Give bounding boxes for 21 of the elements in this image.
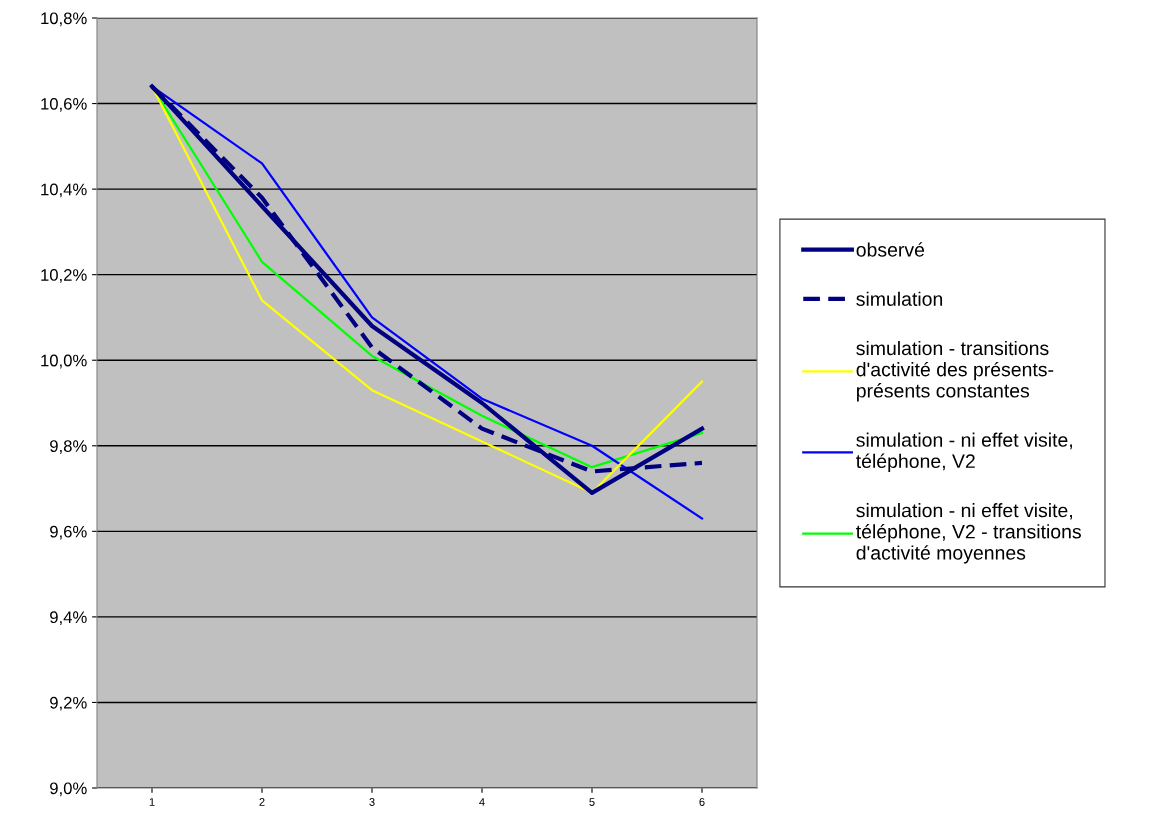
y-tick-label: 10,8% [41, 12, 87, 27]
x-tick-label: 1 [149, 798, 155, 806]
legend-label: simulation - ni effet visite, téléphone, V2 [856, 432, 1072, 472]
y-tick-label: 10,2% [41, 269, 87, 283]
y-tick-label: 10,6% [41, 97, 87, 112]
legend-label: observé [856, 242, 925, 257]
x-tick-label: 2 [259, 798, 265, 806]
y-tick-label: 10,4% [41, 183, 87, 198]
y-tick-label: 9,2% [50, 696, 87, 711]
legend-label: simulation - transitions d'activité des présents- présents constantes [856, 340, 1054, 402]
y-tick-label: 9,0% [50, 782, 87, 797]
y-tick-label: 9,6% [50, 525, 87, 540]
legend-label: simulation [856, 291, 943, 306]
x-tick-label: 5 [589, 798, 595, 806]
y-tick-label: 9,8% [50, 440, 87, 454]
y-tick-label: 10,0% [41, 354, 87, 369]
y-tick-label: 9,4% [50, 611, 87, 626]
x-tick-label: 4 [479, 798, 485, 806]
x-tick-label: 3 [369, 798, 375, 806]
legend-label: simulation - ni effet visite, téléphone, V2 - transitions d'activité moyennes [856, 503, 1081, 564]
x-tick-label: 6 [699, 798, 705, 806]
